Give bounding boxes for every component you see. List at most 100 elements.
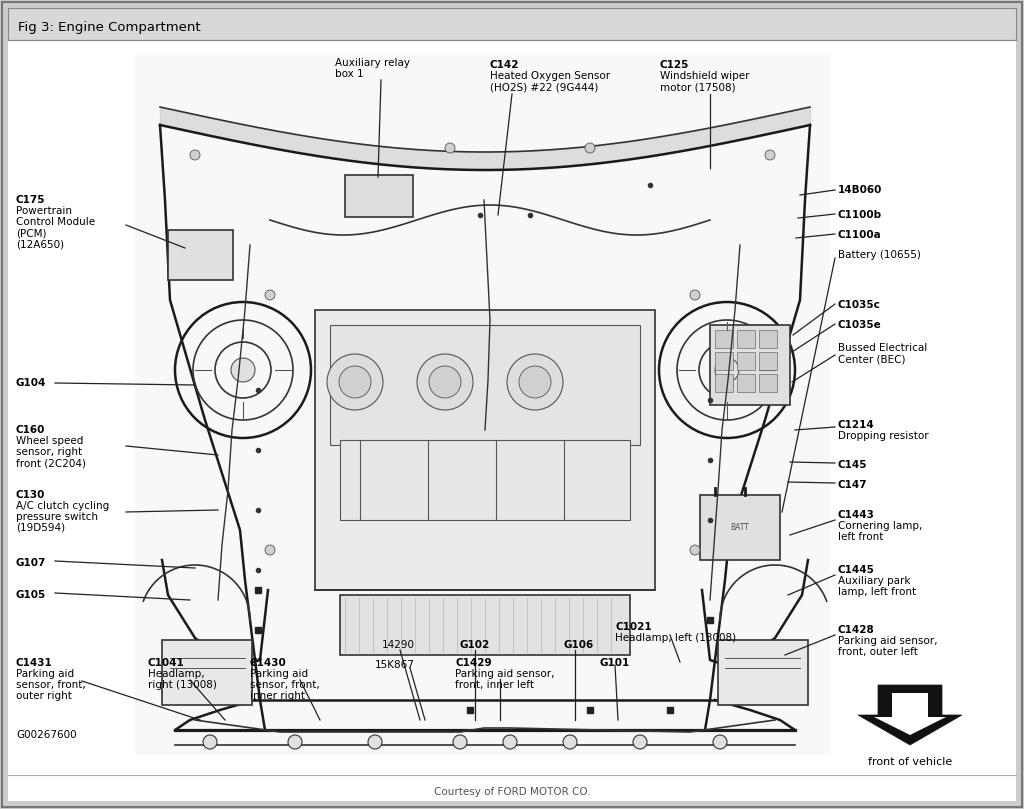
Text: G00267600: G00267600: [16, 730, 77, 740]
Circle shape: [453, 735, 467, 749]
Text: C1430: C1430: [250, 658, 287, 668]
Text: C1429: C1429: [455, 658, 492, 668]
Bar: [162, 640, 252, 705]
Text: 15K867: 15K867: [375, 660, 415, 670]
Text: front (2C204): front (2C204): [16, 458, 86, 468]
Text: Auxiliary park: Auxiliary park: [838, 576, 910, 586]
Text: Parking aid: Parking aid: [250, 669, 308, 679]
Circle shape: [690, 545, 700, 555]
Bar: [715, 330, 733, 348]
Circle shape: [429, 366, 461, 398]
Text: C1214: C1214: [838, 420, 874, 430]
Polygon shape: [874, 693, 946, 735]
Text: Headlamp, left (13008): Headlamp, left (13008): [615, 633, 736, 643]
Circle shape: [633, 735, 647, 749]
Text: 14290: 14290: [382, 640, 415, 650]
Text: Control Module: Control Module: [16, 217, 95, 227]
Text: sensor, right: sensor, right: [16, 447, 82, 457]
Text: sensor, front,: sensor, front,: [250, 680, 319, 690]
Text: C1021: C1021: [615, 622, 651, 632]
Circle shape: [339, 366, 371, 398]
Text: Fig 3: Engine Compartment: Fig 3: Engine Compartment: [18, 20, 201, 33]
Text: Courtesy of FORD MOTOR CO.: Courtesy of FORD MOTOR CO.: [434, 787, 590, 797]
Circle shape: [765, 150, 775, 160]
Text: Bussed Electrical: Bussed Electrical: [838, 343, 928, 353]
Text: Dropping resistor: Dropping resistor: [838, 431, 929, 441]
Circle shape: [417, 354, 473, 410]
Text: Wheel speed: Wheel speed: [16, 436, 83, 446]
Text: pressure switch: pressure switch: [16, 512, 98, 522]
Bar: [340, 595, 630, 655]
Circle shape: [585, 143, 595, 153]
Circle shape: [503, 735, 517, 749]
Bar: [715, 352, 733, 370]
Bar: [315, 310, 655, 590]
Text: Auxiliary relay: Auxiliary relay: [335, 58, 410, 68]
Bar: [345, 175, 413, 217]
Text: Battery (10655): Battery (10655): [838, 250, 921, 260]
Text: Parking aid: Parking aid: [16, 669, 74, 679]
Circle shape: [203, 735, 217, 749]
Text: sensor, front,: sensor, front,: [16, 680, 86, 690]
Text: left front: left front: [838, 532, 884, 542]
Circle shape: [690, 290, 700, 300]
Text: box 1: box 1: [335, 69, 364, 79]
Text: front, inner left: front, inner left: [455, 680, 534, 690]
Circle shape: [715, 358, 739, 382]
Text: inner right: inner right: [250, 691, 305, 701]
Text: G104: G104: [16, 378, 46, 388]
Text: (HO2S) #22 (9G444): (HO2S) #22 (9G444): [490, 82, 598, 92]
Text: G101: G101: [600, 658, 630, 668]
Text: C1443: C1443: [838, 510, 874, 520]
Circle shape: [519, 366, 551, 398]
Bar: [759, 352, 777, 370]
Circle shape: [368, 735, 382, 749]
Text: C145: C145: [838, 460, 867, 470]
Text: Headlamp,: Headlamp,: [148, 669, 205, 679]
Text: Cornering lamp,: Cornering lamp,: [838, 521, 923, 531]
Circle shape: [265, 545, 275, 555]
Text: C1445: C1445: [838, 565, 874, 575]
Text: Powertrain: Powertrain: [16, 206, 72, 216]
Bar: [718, 640, 808, 705]
Text: right (13008): right (13008): [148, 680, 217, 690]
Text: C130: C130: [16, 490, 45, 500]
Bar: [330, 325, 640, 445]
Bar: [340, 440, 630, 520]
Text: C1041: C1041: [148, 658, 184, 668]
Circle shape: [507, 354, 563, 410]
Circle shape: [288, 735, 302, 749]
Text: G107: G107: [16, 558, 46, 568]
Text: front of vehicle: front of vehicle: [868, 757, 952, 767]
Circle shape: [231, 358, 255, 382]
Text: motor (17508): motor (17508): [660, 82, 735, 92]
Text: C1035c: C1035c: [838, 300, 881, 310]
Circle shape: [713, 735, 727, 749]
Circle shape: [445, 143, 455, 153]
Text: C175: C175: [16, 195, 45, 205]
Text: C1431: C1431: [16, 658, 53, 668]
Text: Parking aid sensor,: Parking aid sensor,: [455, 669, 555, 679]
Text: C147: C147: [838, 480, 867, 490]
Text: G106: G106: [564, 640, 594, 650]
Text: Heated Oxygen Sensor: Heated Oxygen Sensor: [490, 71, 610, 81]
Bar: [700, 495, 780, 560]
Text: G105: G105: [16, 590, 46, 600]
Text: lamp, left front: lamp, left front: [838, 587, 916, 597]
Text: Center (BEC): Center (BEC): [838, 354, 905, 364]
Circle shape: [190, 150, 200, 160]
Text: Parking aid sensor,: Parking aid sensor,: [838, 636, 938, 646]
Circle shape: [563, 735, 577, 749]
Text: 14B060: 14B060: [838, 185, 883, 195]
Bar: [168, 230, 233, 280]
Text: C1428: C1428: [838, 625, 874, 635]
Bar: [135, 55, 830, 755]
Bar: [710, 325, 790, 405]
Text: (19D594): (19D594): [16, 523, 66, 533]
Bar: [8, 8, 1016, 40]
Circle shape: [327, 354, 383, 410]
Text: BATT: BATT: [730, 523, 750, 532]
Text: C142: C142: [490, 60, 519, 70]
Text: C1100a: C1100a: [838, 230, 882, 240]
Bar: [715, 374, 733, 392]
